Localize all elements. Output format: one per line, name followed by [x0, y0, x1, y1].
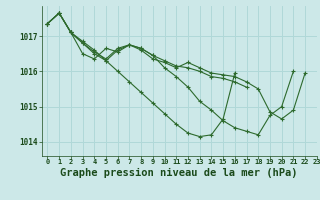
X-axis label: Graphe pression niveau de la mer (hPa): Graphe pression niveau de la mer (hPa) [60, 168, 298, 178]
